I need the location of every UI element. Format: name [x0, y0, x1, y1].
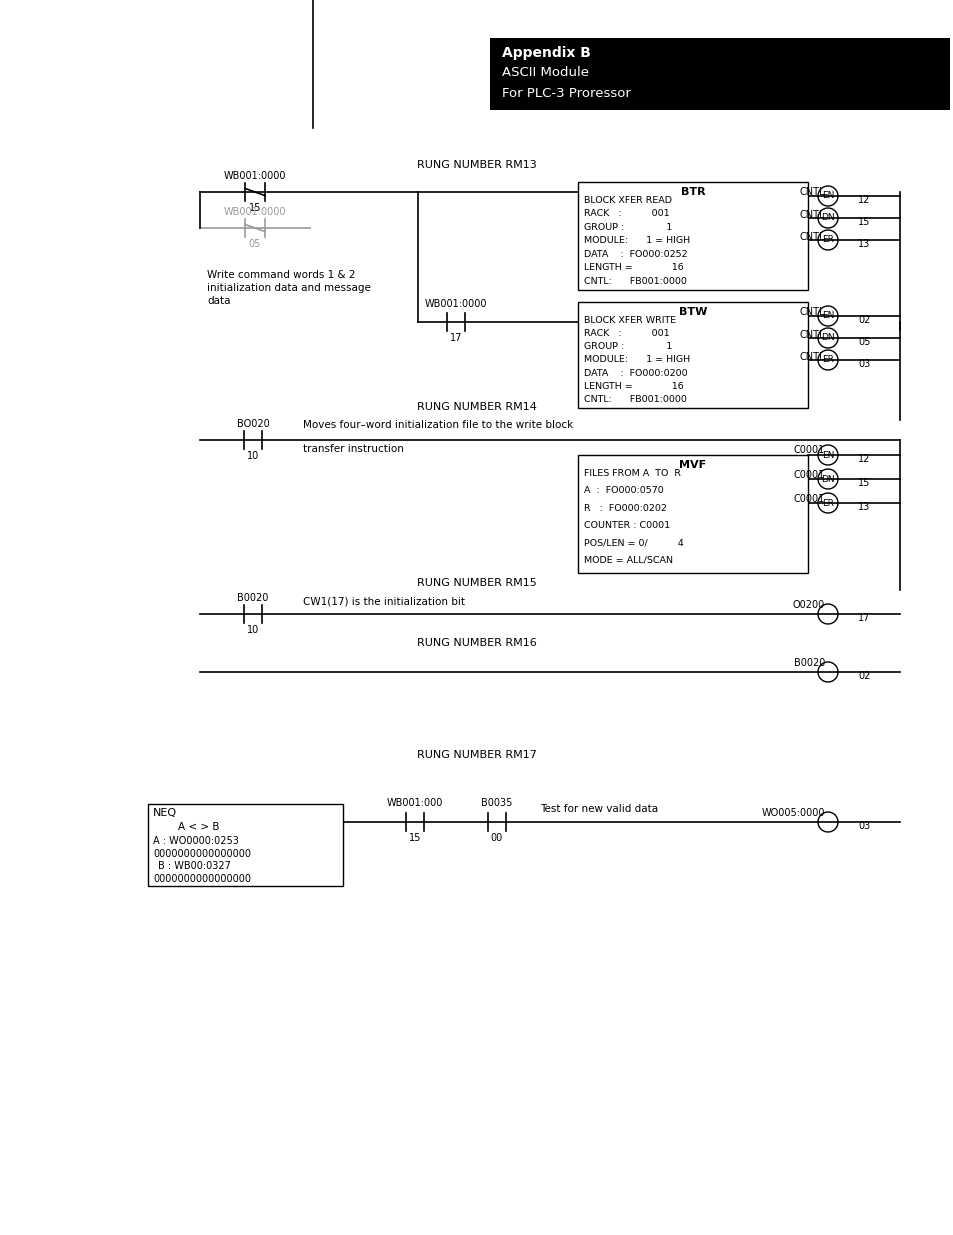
Text: WB001:0000: WB001:0000 [224, 207, 286, 217]
Text: DATA    :  FO000:0200: DATA : FO000:0200 [583, 368, 687, 378]
Text: DATA    :  FO000:0252: DATA : FO000:0252 [583, 249, 687, 258]
Text: MODULE:      1 = HIGH: MODULE: 1 = HIGH [583, 236, 689, 246]
Text: O0200: O0200 [792, 600, 824, 610]
Text: WB001:0000: WB001:0000 [424, 299, 487, 309]
Text: 15: 15 [857, 478, 869, 488]
Text: Test for new valid data: Test for new valid data [539, 804, 658, 814]
Text: WO005:0000: WO005:0000 [760, 808, 824, 818]
Text: ER: ER [821, 356, 833, 364]
Text: CNTL: CNTL [799, 330, 824, 340]
Text: C0001: C0001 [793, 494, 824, 504]
Text: B0020: B0020 [793, 658, 824, 668]
Text: 15: 15 [409, 832, 420, 844]
Text: DN: DN [821, 333, 834, 342]
Text: 0000000000000000: 0000000000000000 [152, 874, 251, 884]
Text: transfer instruction: transfer instruction [303, 445, 403, 454]
Text: 10: 10 [247, 451, 259, 461]
Text: A  :  FO000:0570: A : FO000:0570 [583, 487, 663, 495]
Text: C0001: C0001 [793, 471, 824, 480]
Text: BTW: BTW [679, 308, 706, 317]
Bar [578, 182, 807, 290]
Text: 17: 17 [450, 333, 461, 343]
Text: B0020: B0020 [237, 593, 269, 603]
Text: DN: DN [821, 474, 834, 483]
Text: 03: 03 [857, 359, 869, 369]
Text: 13: 13 [857, 501, 869, 513]
Text: A < > B: A < > B [178, 823, 219, 832]
Text: GROUP :              1: GROUP : 1 [583, 342, 672, 351]
Bar [578, 454, 807, 573]
Text: initialization data and message: initialization data and message [207, 283, 371, 293]
Text: 05: 05 [249, 240, 261, 249]
Text: Write command words 1 & 2: Write command words 1 & 2 [207, 270, 355, 280]
Text: BLOCK XFER READ: BLOCK XFER READ [583, 196, 671, 205]
Text: data: data [207, 296, 231, 306]
Text: For PLC-3 Proressor: For PLC-3 Proressor [501, 86, 630, 100]
Text: FILES FROM A  TO  R: FILES FROM A TO R [583, 469, 680, 478]
Text: CNTL: CNTL [799, 232, 824, 242]
Text: 10: 10 [247, 625, 259, 635]
Text: RACK   :          001: RACK : 001 [583, 210, 669, 219]
Text: MODULE:      1 = HIGH: MODULE: 1 = HIGH [583, 356, 689, 364]
Text: B0035: B0035 [481, 798, 512, 808]
Text: DN: DN [821, 214, 834, 222]
Text: BO020: BO020 [236, 419, 269, 429]
Text: ER: ER [821, 236, 833, 245]
Text: 13: 13 [857, 240, 869, 249]
Text: LENGTH =             16: LENGTH = 16 [583, 382, 683, 390]
Text: RUNG NUMBER RM15: RUNG NUMBER RM15 [416, 578, 537, 588]
Text: GROUP :              1: GROUP : 1 [583, 222, 672, 232]
Text: 0000000000000000: 0000000000000000 [152, 848, 251, 860]
Text: B : WB00:0327: B : WB00:0327 [158, 861, 231, 871]
Text: EN: EN [821, 191, 833, 200]
Text: NEQ: NEQ [152, 808, 177, 818]
Bar [490, 38, 949, 110]
Text: R   :  FO000:0202: R : FO000:0202 [583, 504, 666, 513]
Text: RACK   :          001: RACK : 001 [583, 330, 669, 338]
Text: 15: 15 [249, 203, 261, 212]
Text: 02: 02 [857, 671, 869, 680]
Text: 03: 03 [857, 821, 869, 831]
Text: CNTL: CNTL [799, 186, 824, 198]
Text: WB001:000: WB001:000 [386, 798, 443, 808]
Text: Moves four–word initialization file to the write block: Moves four–word initialization file to t… [303, 420, 573, 430]
Bar [148, 804, 343, 885]
Text: CNTL: CNTL [799, 352, 824, 362]
Text: EN: EN [821, 311, 833, 321]
Text: RUNG NUMBER RM16: RUNG NUMBER RM16 [416, 638, 537, 648]
Text: 15: 15 [857, 217, 869, 227]
Text: RUNG NUMBER RM13: RUNG NUMBER RM13 [416, 161, 537, 170]
Text: CNTL:      FB001:0000: CNTL: FB001:0000 [583, 277, 686, 285]
Text: CW1(17) is the initialization bit: CW1(17) is the initialization bit [303, 597, 464, 606]
Text: ASCII Module: ASCII Module [501, 65, 588, 79]
Text: BTR: BTR [680, 186, 704, 198]
Text: CNTL: CNTL [799, 210, 824, 220]
Text: ER: ER [821, 499, 833, 508]
Text: CNTL:      FB001:0000: CNTL: FB001:0000 [583, 395, 686, 404]
Text: RUNG NUMBER RM14: RUNG NUMBER RM14 [416, 403, 537, 412]
Text: C0001: C0001 [793, 445, 824, 454]
Text: 12: 12 [857, 454, 869, 464]
Text: LENGTH =             16: LENGTH = 16 [583, 263, 683, 272]
Text: CNTL: CNTL [799, 308, 824, 317]
Text: RUNG NUMBER RM17: RUNG NUMBER RM17 [416, 750, 537, 760]
Text: A : WO0000:0253: A : WO0000:0253 [152, 836, 238, 846]
Text: 02: 02 [857, 315, 869, 325]
Text: 17: 17 [857, 613, 869, 622]
Text: MODE = ALL/SCAN: MODE = ALL/SCAN [583, 556, 672, 564]
Text: BLOCK XFER WRITE: BLOCK XFER WRITE [583, 316, 676, 325]
Text: POS/LEN = 0/          4: POS/LEN = 0/ 4 [583, 538, 683, 547]
Text: 12: 12 [857, 195, 869, 205]
Text: MVF: MVF [679, 459, 706, 471]
Text: COUNTER : C0001: COUNTER : C0001 [583, 521, 669, 530]
Bar [578, 303, 807, 408]
Text: EN: EN [821, 451, 833, 459]
Text: 00: 00 [491, 832, 502, 844]
Text: Appendix B: Appendix B [501, 46, 590, 61]
Text: 05: 05 [857, 337, 869, 347]
Text: WB001:0000: WB001:0000 [224, 170, 286, 182]
